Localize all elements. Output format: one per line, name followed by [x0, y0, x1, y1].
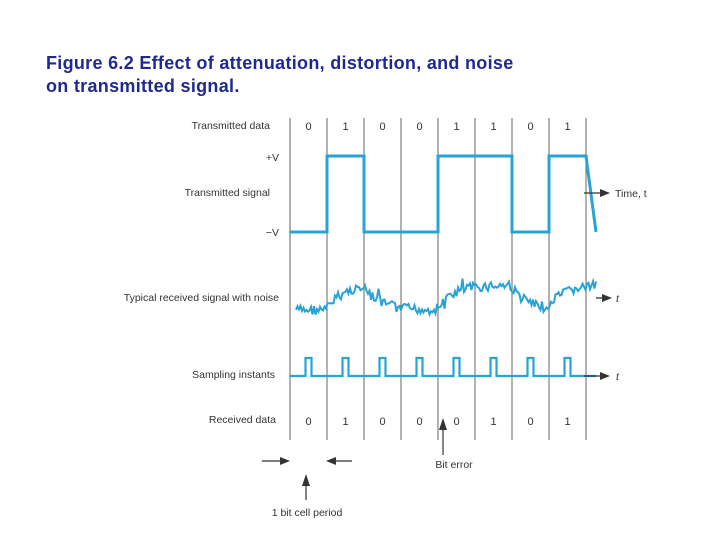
label-sampling-instants: Sampling instants — [192, 369, 275, 381]
time-axis-arrow-received — [596, 294, 612, 302]
received-bit: 0 — [527, 416, 533, 428]
label-transmitted-data: Transmitted data — [192, 120, 271, 132]
label-plus-v: +V — [266, 152, 279, 164]
transmitted-bit-values: 0 1 0 0 1 1 0 1 — [305, 121, 570, 133]
label-bit-error: Bit error — [435, 459, 473, 471]
transmitted-bit: 1 — [564, 121, 570, 133]
received-bit: 0 — [379, 416, 385, 428]
received-bit: 0 — [453, 416, 459, 428]
transmitted-signal-waveform — [290, 154, 598, 234]
transmitted-bit: 0 — [379, 121, 385, 133]
received-bit: 0 — [305, 416, 311, 428]
label-t-sampling: t — [616, 371, 620, 383]
received-signal-waveform — [295, 277, 597, 318]
figure-title-line-1: Figure 6.2 Effect of attenuation, distor… — [46, 53, 514, 73]
figure-title: Figure 6.2 Effect of attenuation, distor… — [46, 52, 686, 98]
time-axis-arrow-transmitted — [584, 189, 610, 197]
received-bit: 0 — [416, 416, 422, 428]
sampling-pulses — [290, 356, 596, 378]
bit-cell-period-marker — [262, 457, 352, 500]
time-axis-arrow-sampling — [584, 372, 610, 380]
bit-error-arrow — [439, 418, 447, 455]
label-time-t: Time, t — [615, 188, 647, 200]
transmitted-bit: 1 — [342, 121, 348, 133]
label-minus-v: −V — [266, 227, 279, 239]
transmitted-bit: 0 — [416, 121, 422, 133]
received-bit: 1 — [342, 416, 348, 428]
label-bit-cell-period: 1 bit cell period — [272, 507, 343, 519]
transmitted-bit: 1 — [453, 121, 459, 133]
transmitted-bit: 0 — [305, 121, 311, 133]
label-t-received: t — [616, 293, 620, 305]
label-received-data: Received data — [209, 414, 276, 426]
received-bit: 1 — [564, 416, 570, 428]
label-transmitted-signal: Transmitted signal — [185, 187, 270, 199]
label-received-signal-noise: Typical received signal with noise — [124, 292, 279, 304]
received-bit: 1 — [490, 416, 496, 428]
transmitted-bit: 1 — [490, 121, 496, 133]
transmitted-bit: 0 — [527, 121, 533, 133]
figure-title-line-2: on transmitted signal. — [46, 76, 240, 96]
received-bit-values: 0 1 0 0 0 1 0 1 — [305, 416, 570, 428]
